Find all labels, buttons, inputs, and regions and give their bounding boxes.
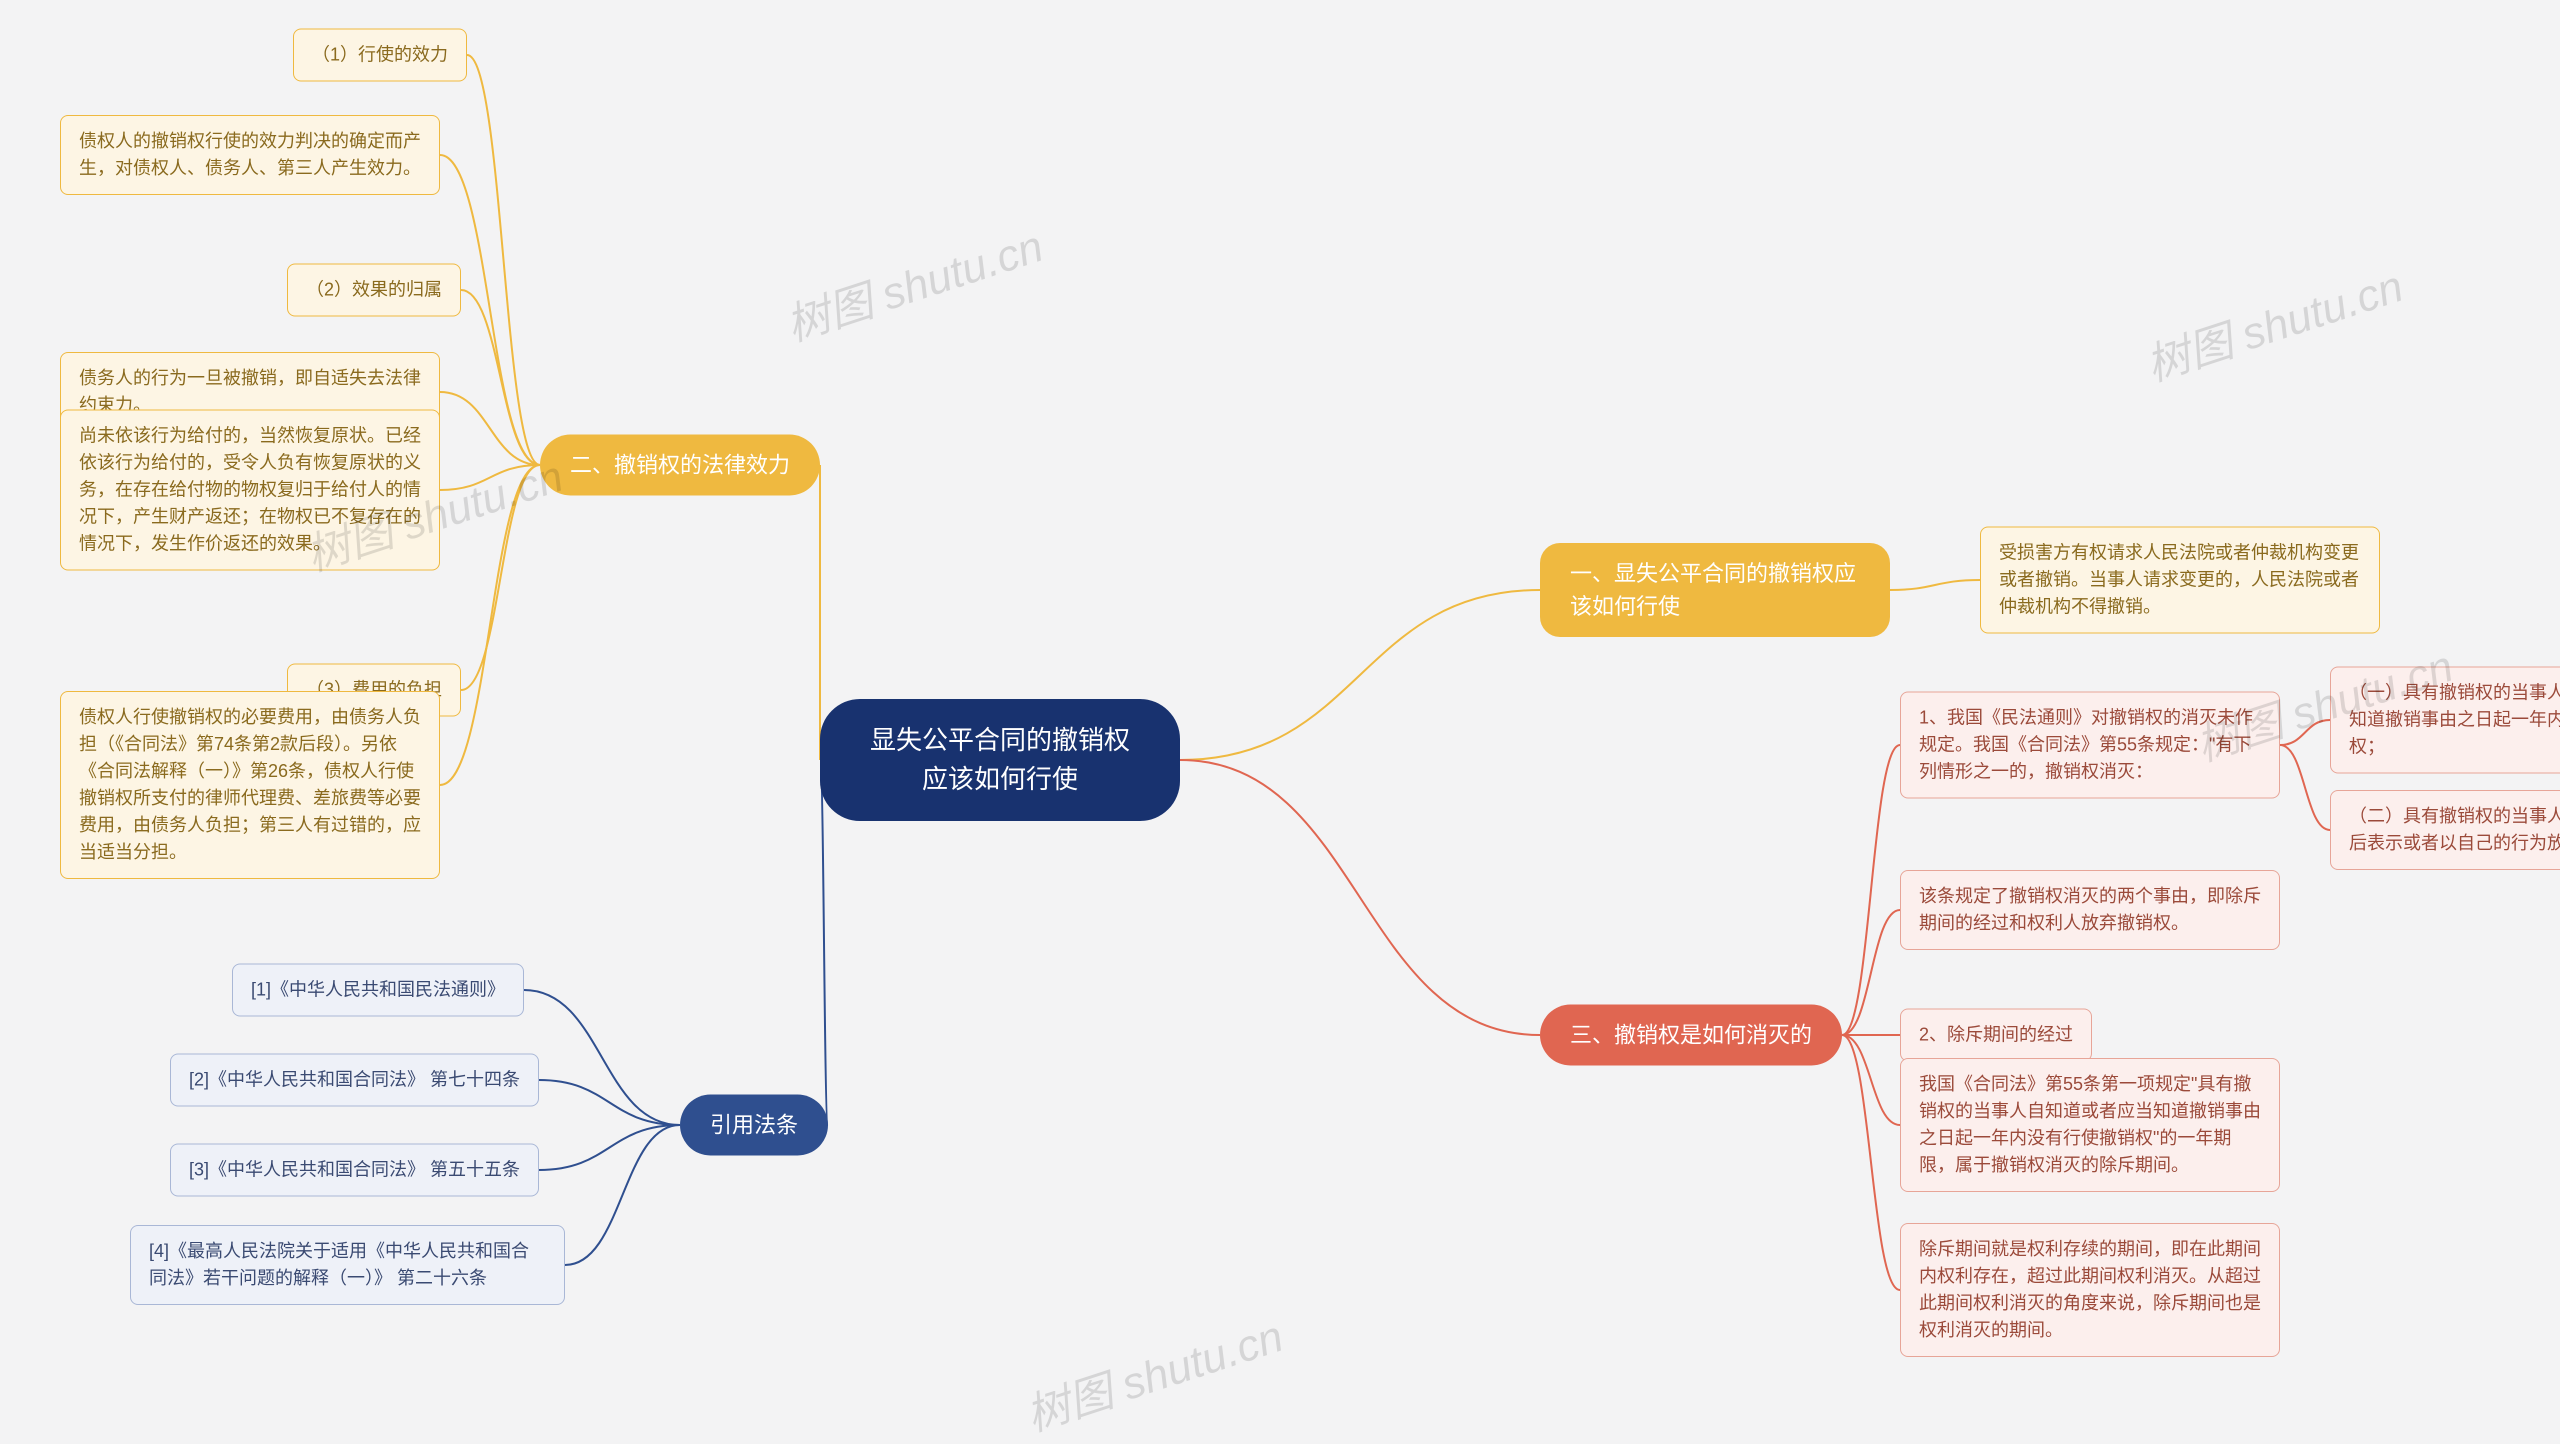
b3-leaf-5: 除斥期间就是权利存续的期间，即在此期间内权利存在，超过此期间权利消灭。从超过此期… [1900,1223,2280,1357]
watermark: 树图 shutu.cn [1017,1300,1290,1443]
b2-leaf-7: 债权人行使撤销权的必要费用，由债务人负担（《合同法》第74条第2款后段）。另依《… [60,691,440,879]
b2-leaf-5: 尚未依该行为给付的，当然恢复原状。已经依该行为给付的，受令人负有恢复原状的义务，… [60,410,440,571]
b4-leaf-3: [3]《中华人民共和国合同法》 第五十五条 [170,1144,539,1197]
b3-leaf-1-child-2: （二）具有撤销权的当事人知道撤销权事由后表示或者以自己的行为放弃撤销权。" [2330,790,2560,870]
branch-citations[interactable]: 引用法条 [680,1095,828,1156]
branch-one[interactable]: 一、显失公平合同的撤销权应该如何行使 [1540,543,1890,637]
b3-leaf-1-child-1: （一）具有撤销权的当事人自知道或者应当知道撤销事由之日起一年内没有行使撤销权； [2330,667,2560,774]
b2-leaf-1: （1）行使的效力 [293,29,467,82]
b4-leaf-1: [1]《中华人民共和国民法通则》 [232,964,524,1017]
b1-leaf-1: 受损害方有权请求人民法院或者仲裁机构变更或者撤销。当事人请求变更的，人民法院或者… [1980,527,2380,634]
watermark: 树图 shutu.cn [2137,250,2410,393]
watermark: 树图 shutu.cn [777,210,1050,353]
b4-leaf-2: [2]《中华人民共和国合同法》 第七十四条 [170,1054,539,1107]
b3-leaf-3: 2、除斥期间的经过 [1900,1009,2092,1062]
b2-leaf-3: （2）效果的归属 [287,264,461,317]
b2-leaf-2: 债权人的撤销权行使的效力判决的确定而产生，对债权人、债务人、第三人产生效力。 [60,115,440,195]
branch-two[interactable]: 二、撤销权的法律效力 [540,435,820,496]
b3-leaf-2: 该条规定了撤销权消灭的两个事由，即除斥期间的经过和权利人放弃撤销权。 [1900,870,2280,950]
branch-three[interactable]: 三、撤销权是如何消灭的 [1540,1005,1842,1066]
b3-leaf-4: 我国《合同法》第55条第一项规定"具有撤销权的当事人自知道或者应当知道撤销事由之… [1900,1058,2280,1192]
root-node[interactable]: 显失公平合同的撤销权应该如何行使 [820,699,1180,821]
b4-leaf-4: [4]《最高人民法院关于适用《中华人民共和国合同法》若干问题的解释（一）》 第二… [130,1225,565,1305]
b3-leaf-1: 1、我国《民法通则》对撤销权的消灭未作规定。我国《合同法》第55条规定："有下列… [1900,692,2280,799]
